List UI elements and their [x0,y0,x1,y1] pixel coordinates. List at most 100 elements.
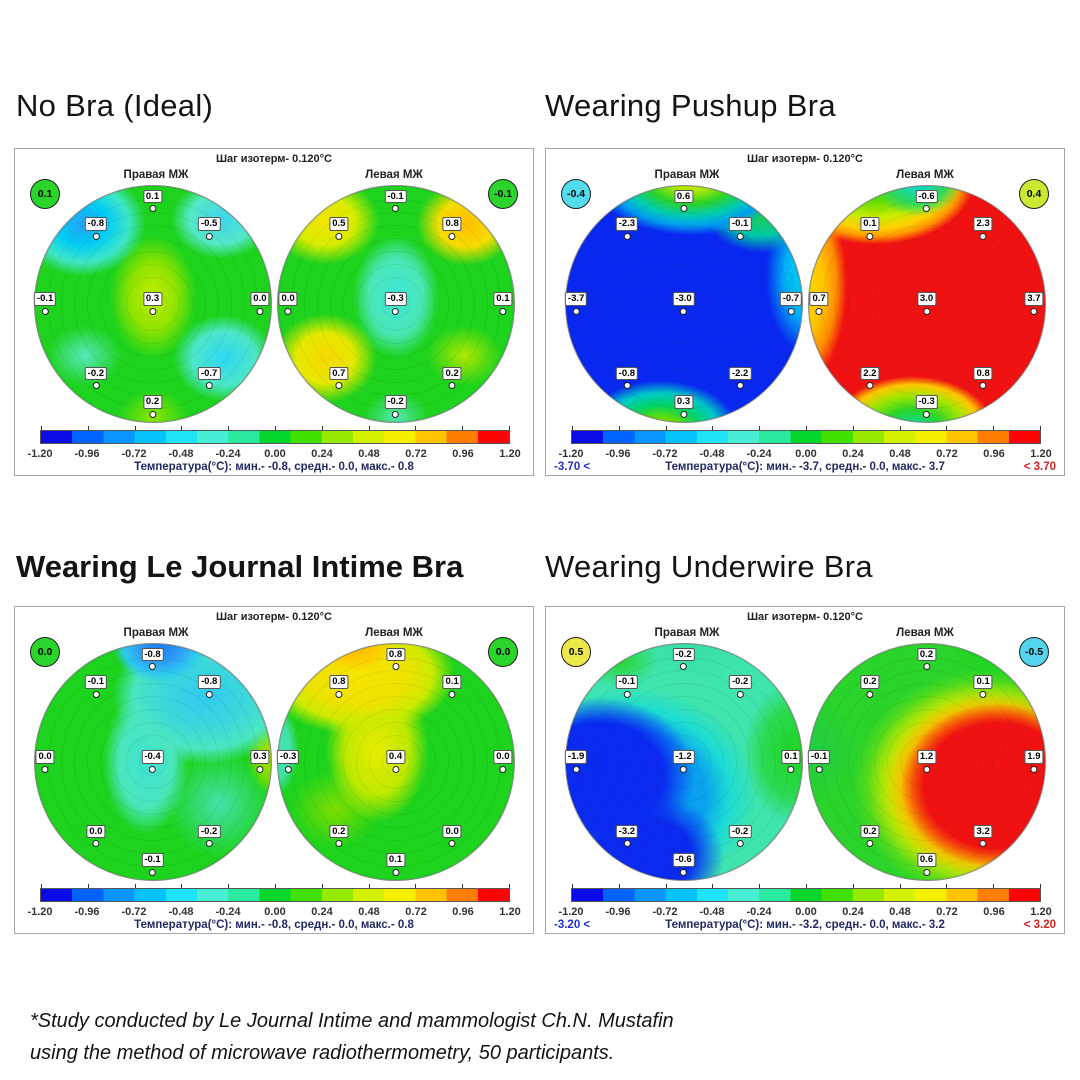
colorbar-tick: 0.00 [264,906,286,918]
right-summary-badge: -0.1 [488,179,518,209]
colorbar-tick: 0.00 [795,906,817,918]
colorbar-tick-labels: -1.20 -0.96 -0.72 -0.48 -0.24 0.00 0.24 0.48 0.7… [558,448,1051,460]
measurement-point-bottom: -0.1 [141,852,164,876]
sensor-dot [923,766,930,774]
measurement-point-center: 3.0 [916,292,937,316]
thermogram-circles: -0.8 -0.1 -0.8 0.0 -0.4 0.3 0.0 -0.2 -0.1 0.8 0.8… [15,643,533,881]
measurement-point-center: 1.2 [916,750,937,774]
temperature-colorbar [571,884,1041,902]
point-temperature-label: -0.2 [728,674,752,689]
point-temperature-label: 0.1 [385,852,406,867]
measurement-point-left: -1.9 [564,750,588,774]
sensor-dot [335,690,343,698]
temperature-colorbar [40,426,510,444]
colorbar-tick: -1.20 [558,448,584,460]
measurement-point-lower-left: 0.0 [86,824,106,848]
point-temperature-label: 0.1 [973,674,993,689]
measurement-point-upper-right: 0.1 [973,674,993,698]
sensor-dot [979,232,987,240]
sensor-dot [392,868,399,876]
thermogram-panel-no-bra: Шаг изотерм- 0.120°C Правая МЖ Левая МЖ … [14,148,534,476]
left-breast-thermogram: 0.2 0.2 0.1 -0.1 1.2 1.9 0.2 3.2 0.6 [807,643,1046,881]
point-temperature-label: 0.1 [860,216,880,231]
sensor-dot [499,308,507,316]
point-temperature-label: 0.3 [673,394,694,409]
colorbar-tick: 1.20 [499,906,521,918]
sensor-dot [923,868,930,876]
left-breast-label: Левая МЖ [896,169,954,181]
colorbar-tick: -0.96 [74,448,100,460]
colorbar-tick: -0.24 [215,906,241,918]
measurement-point-left: -0.3 [276,750,300,774]
sensor-dot [392,766,399,774]
colorbar-tick: -0.24 [215,448,241,460]
panel-title-underwire-bra: Wearing Underwire Bra [545,549,873,584]
colorbar-tick: 0.96 [452,906,474,918]
colorbar-tick: -0.24 [746,448,772,460]
point-temperature-label: -0.6 [915,189,938,204]
colorbar-tick: -0.72 [652,906,678,918]
right-breast-label: Правая МЖ [123,627,189,639]
point-temperature-label: -0.2 [197,824,221,839]
sensor-dot [680,663,687,671]
sensor-dot [680,205,687,213]
sensor-dot [572,308,580,316]
sensor-dot [205,232,213,240]
sensor-dot [866,840,874,848]
measurement-point-lower-right: -0.2 [728,824,752,848]
temperature-stats-label: Температура(°C): мин.- -3.2, средн.- 0.0… [665,919,945,931]
point-temperature-label: 0.8 [329,674,349,689]
point-temperature-label: -3.0 [672,292,695,307]
measurement-point-upper-right: -0.5 [197,216,221,240]
point-temperature-label: -2.3 [615,216,639,231]
right-breast-thermogram: 0.1 -0.8 -0.5 -0.1 0.3 0.0 -0.2 -0.7 0.2 [33,185,272,423]
point-temperature-label: 2.3 [973,216,993,231]
measurement-point-lower-right: 0.2 [442,366,462,390]
point-temperature-label: 0.0 [442,824,462,839]
point-temperature-label: 3.2 [973,824,993,839]
measurement-point-bottom: 0.1 [385,852,406,876]
sensor-dot [623,840,631,848]
sensor-dot [392,308,399,316]
measurement-point-bottom: -0.2 [384,394,407,418]
measurement-point-right: 1.9 [1024,750,1044,774]
measurement-point-left: 0.0 [278,292,298,316]
sensor-dot [623,232,631,240]
measurement-point-right: 0.1 [493,292,513,316]
right-summary-badge: -0.5 [1019,637,1049,667]
point-temperature-label: -0.6 [672,852,695,867]
point-temperature-label: 0.2 [142,394,163,409]
colorbar-tick: 0.72 [405,448,427,460]
thermogram-panel-pushup-bra: Шаг изотерм- 0.120°C Правая МЖ Левая МЖ … [545,148,1065,476]
sensor-dot [623,382,631,390]
point-temperature-label: -0.2 [728,824,752,839]
sensor-dot [92,232,100,240]
sensor-dot [149,308,156,316]
measurement-point-upper-left: -2.3 [615,216,639,240]
colorbar-tick: -0.48 [168,448,194,460]
panel-title-pushup-bra: Wearing Pushup Bra [545,88,836,123]
colorbar-tick: 0.96 [983,906,1005,918]
point-temperature-label: -0.1 [141,852,164,867]
measurement-point-top: -0.2 [672,647,695,671]
point-temperature-label: 0.1 [781,750,801,765]
sensor-dot [787,308,795,316]
measurement-point-lower-right: -0.2 [197,824,221,848]
measurement-point-upper-right: -0.8 [197,674,221,698]
point-temperature-label: 0.6 [673,189,694,204]
point-temperature-label: -3.2 [615,824,639,839]
measurement-point-bottom: 0.2 [142,394,163,418]
sensor-dot [815,308,823,316]
study-note-line-2: using the method of microwave radiotherm… [30,1042,615,1065]
thermogram-circles: -0.2 -0.1 -0.2 -1.9 -1.2 0.1 -3.2 -0.2 -0.6 0.2 0… [546,643,1064,881]
point-temperature-label: 0.3 [250,750,270,765]
temperature-stats-label: Температура(°C): мин.- -3.7, средн.- 0.0… [665,461,945,473]
sensor-dot [149,410,156,418]
measurement-point-right: 0.0 [493,750,513,774]
sensor-dot [335,382,343,390]
point-temperature-label: 0.5 [329,216,349,231]
max-out-of-range-label: < 3.20 [1023,919,1056,931]
sensor-dot [923,410,930,418]
colorbar-tick: -0.48 [168,906,194,918]
